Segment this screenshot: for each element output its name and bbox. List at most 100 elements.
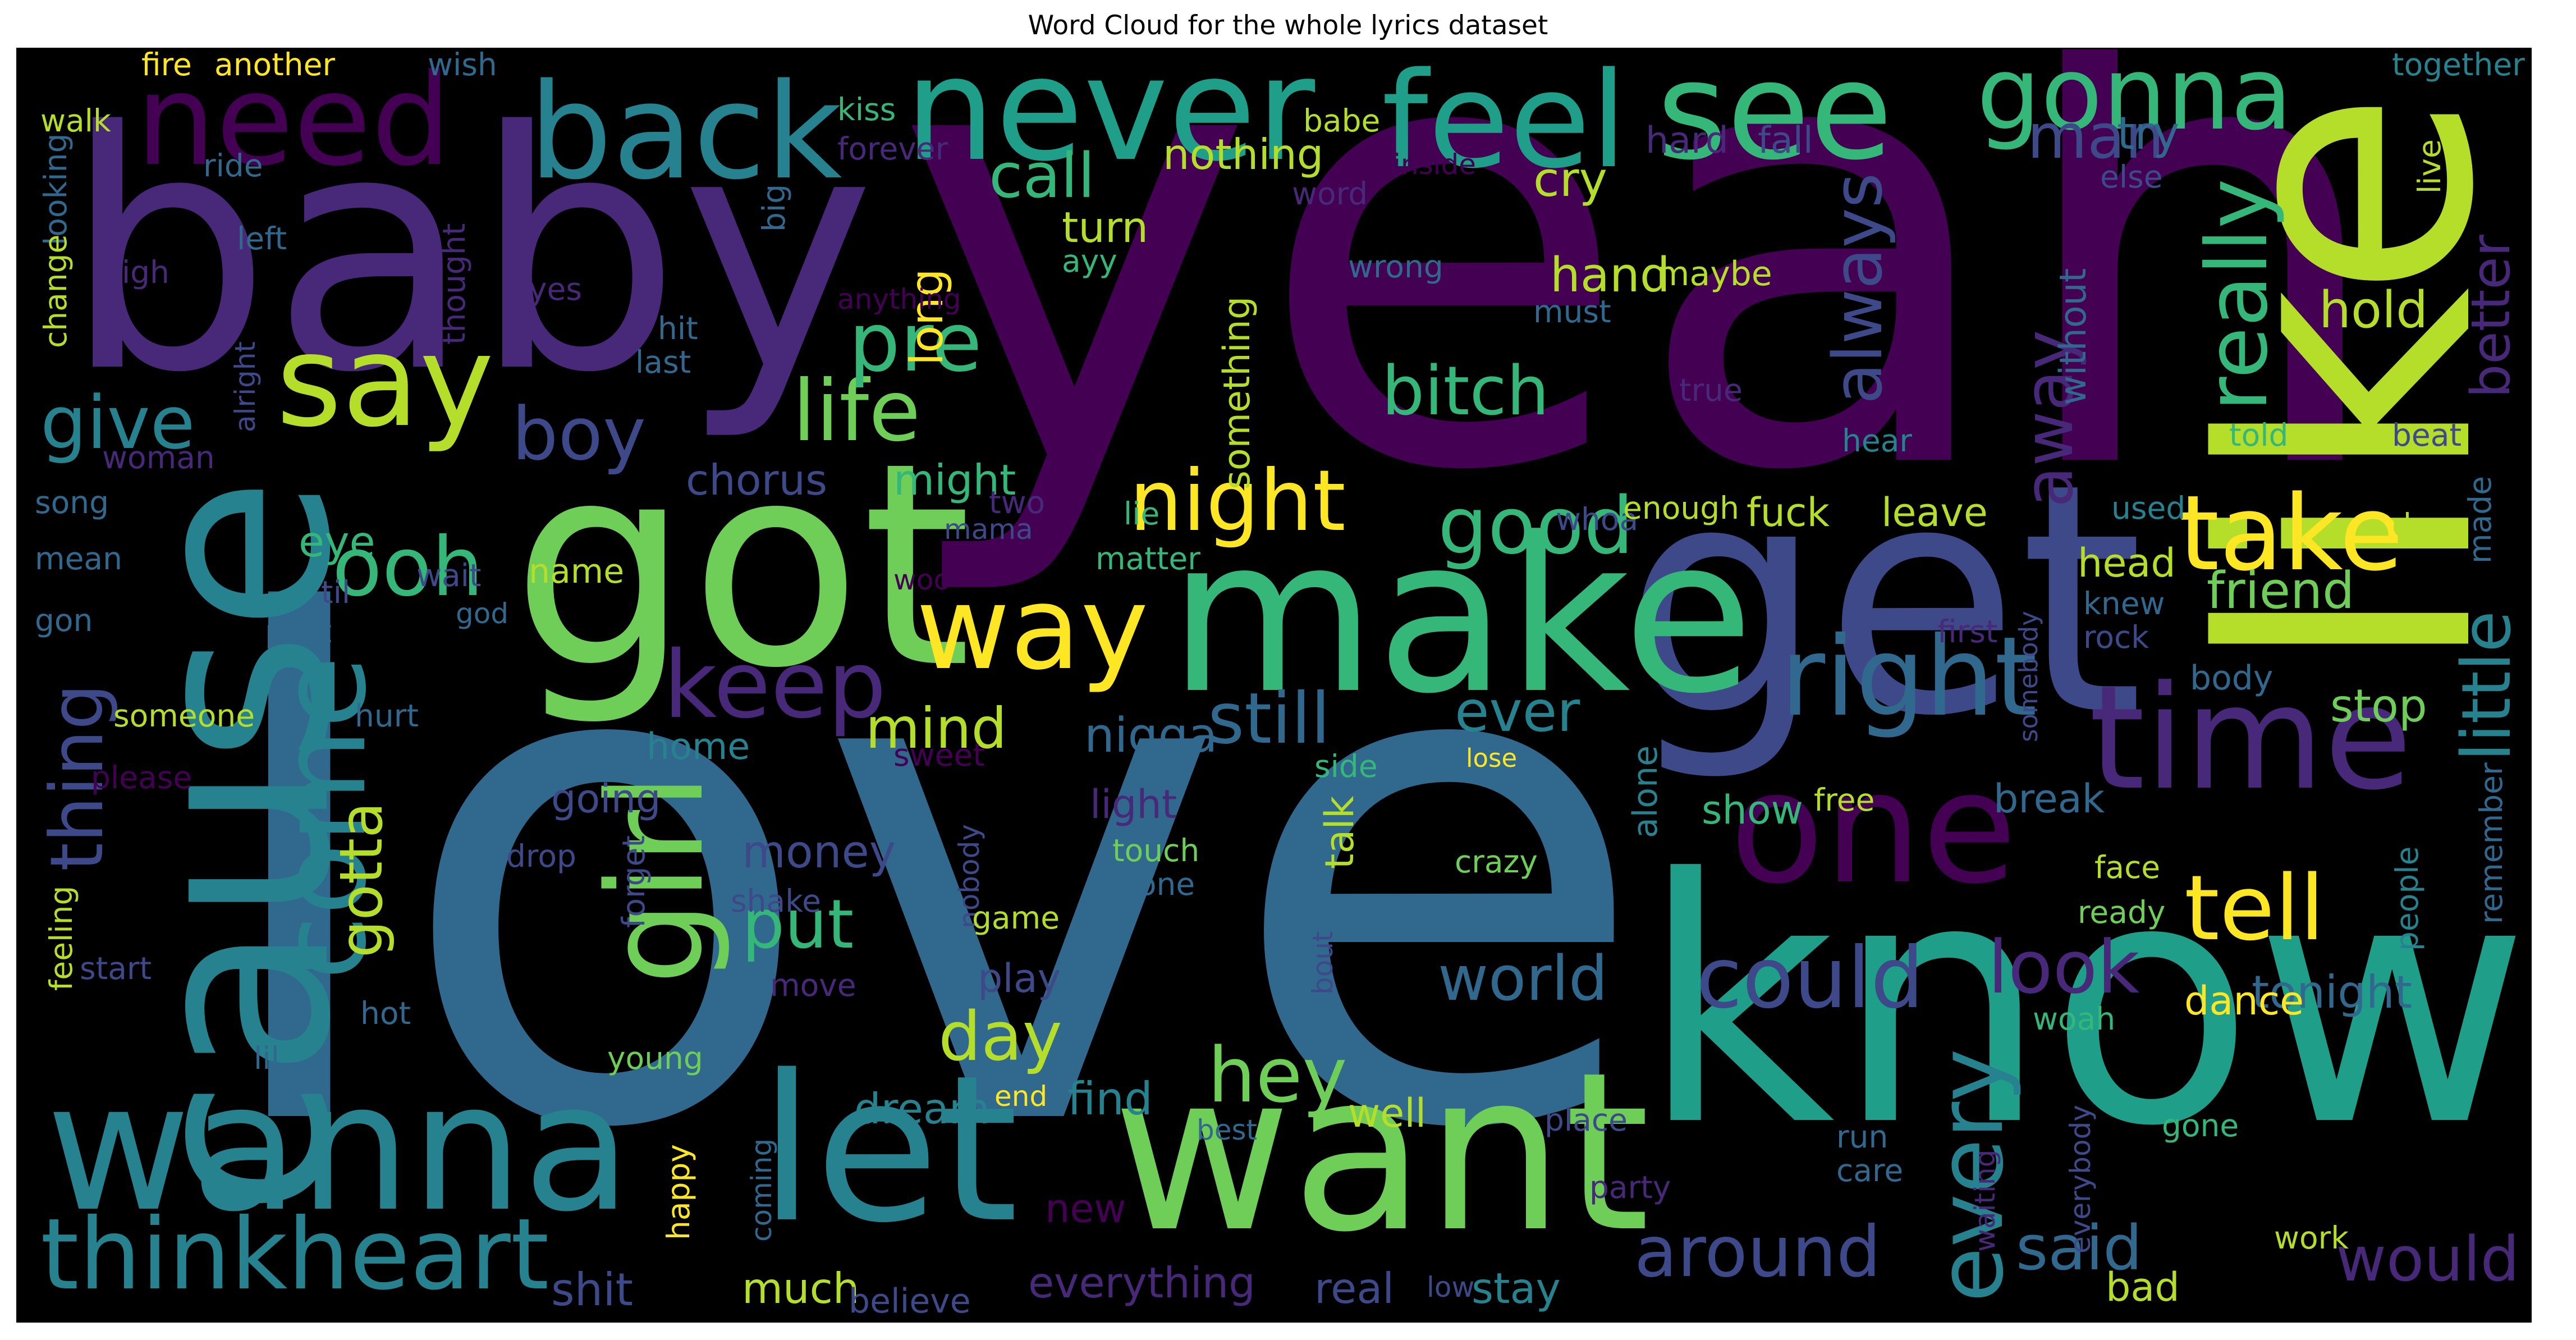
word-hit: hit — [658, 310, 698, 346]
word-care: care — [1836, 1153, 1904, 1188]
word-else: else — [2100, 159, 2163, 195]
word-face: face — [2094, 849, 2161, 885]
word-back: back — [529, 56, 842, 209]
word-turn: turn — [1062, 203, 1148, 252]
word-lil: lil — [254, 1040, 279, 1076]
word-could: could — [1696, 930, 1924, 1027]
word-mean: mean — [35, 541, 122, 577]
word-name: name — [529, 552, 625, 591]
word-coming: coming — [745, 1138, 778, 1242]
word-keep: keep — [663, 631, 887, 739]
word-start: start — [80, 950, 152, 986]
word-change: change — [38, 234, 74, 348]
word-need: need — [136, 49, 452, 194]
word-look: look — [1988, 925, 2140, 1010]
word-enough: enough — [1623, 490, 1739, 526]
word-pre: pre — [849, 295, 982, 390]
word-best: best — [1197, 1114, 1258, 1146]
word-mama: mama — [944, 513, 1033, 546]
word-knew: knew — [2083, 586, 2165, 621]
word-bad: bad — [2106, 1264, 2180, 1310]
word-door: door — [2392, 507, 2462, 543]
word-wish: wish — [428, 49, 497, 83]
word-alright: alright — [229, 341, 262, 432]
word-waiting: waiting — [1969, 1149, 2001, 1252]
word-babe: babe — [1303, 103, 1381, 139]
word-day: day — [938, 998, 1062, 1076]
word-please: please — [91, 760, 192, 795]
word-word: word — [1292, 176, 1368, 212]
figure-title: Word Cloud for the whole lyrics dataset — [1028, 10, 1548, 41]
word-hand: hand — [1550, 248, 1670, 303]
word-thought: thought — [436, 223, 472, 345]
word-game: game — [972, 900, 1060, 936]
word-end: end — [994, 1080, 1048, 1113]
word-new: new — [1045, 1186, 1126, 1232]
word-life: life — [792, 363, 921, 460]
word-fuck: fuck — [1747, 490, 1830, 536]
word-fall: fall — [1758, 120, 1813, 162]
word-low: low — [1427, 1271, 1475, 1304]
word-got: got — [512, 403, 972, 729]
word-take: take — [2179, 473, 2404, 594]
word-alone: alone — [1626, 745, 1665, 838]
word-mmm: mmm — [607, 1074, 690, 1107]
word-eye: eye — [299, 517, 375, 566]
word-side: side — [1314, 748, 1378, 784]
word-break: break — [1993, 776, 2105, 822]
word-friend: friend — [2207, 561, 2355, 620]
word-somebody: somebody — [2014, 611, 2043, 742]
word-happy: happy — [661, 1144, 696, 1240]
word-chorus: chorus — [686, 455, 828, 505]
word-beat: beat — [2392, 417, 2462, 453]
word-move: move — [770, 967, 856, 1003]
word-touch: touch — [1112, 833, 1200, 868]
word-shit: shit — [551, 1264, 633, 1316]
word-little: little — [2448, 611, 2526, 761]
word-made: made — [2462, 475, 2498, 564]
word-light: light — [1090, 781, 1177, 827]
word-hear: hear — [1842, 423, 1913, 459]
word-hurt: hurt — [355, 698, 419, 734]
word-stop: stop — [2330, 680, 2427, 732]
word-find: find — [1067, 1073, 1153, 1125]
word-drop: drop — [506, 838, 576, 874]
word-whoa: whoa — [1556, 501, 1639, 537]
word-play: play — [978, 955, 1061, 1001]
word-head: head — [2078, 540, 2176, 586]
word-dream: dream — [854, 1084, 990, 1133]
word-anything: anything — [837, 283, 961, 315]
word-bout: bout — [1307, 931, 1339, 995]
word-leave: leave — [1881, 490, 1988, 536]
word-world: world — [1438, 943, 1608, 1014]
word-nothing: nothing — [1163, 130, 1324, 179]
word-woo: woo — [893, 564, 951, 596]
word-ayy: ayy — [1062, 243, 1117, 279]
word-time: time — [2089, 655, 2413, 822]
word-still: still — [1208, 678, 1331, 760]
word-woah: woah — [2033, 1001, 2116, 1037]
word-woman: woman — [102, 440, 215, 475]
word-high: high — [102, 254, 169, 290]
word-last: last — [635, 344, 691, 380]
word-right: right — [1780, 613, 2038, 740]
word-walk: walk — [40, 103, 111, 139]
word-sweet: sweet — [893, 737, 985, 773]
word-together: together — [2392, 49, 2525, 83]
word-party: party — [1589, 1169, 1671, 1205]
word-lose: lose — [1466, 743, 1518, 773]
word-dance: dance — [2184, 978, 2304, 1024]
word-forever: forever — [837, 131, 948, 167]
word-first: first — [1937, 614, 1998, 650]
word-young: young — [607, 1040, 703, 1076]
word-know: know — [1640, 807, 2530, 1200]
word-feel: feel — [1382, 49, 1628, 198]
word-much: much — [742, 1264, 860, 1313]
word-call: call — [989, 140, 1096, 212]
word-real: real — [1314, 1264, 1395, 1313]
word-think: think — [40, 1198, 288, 1312]
word-feeling: feeling — [43, 885, 79, 991]
word-baby: baby — [63, 62, 876, 444]
word-everybody: everybody — [2064, 1105, 2097, 1254]
